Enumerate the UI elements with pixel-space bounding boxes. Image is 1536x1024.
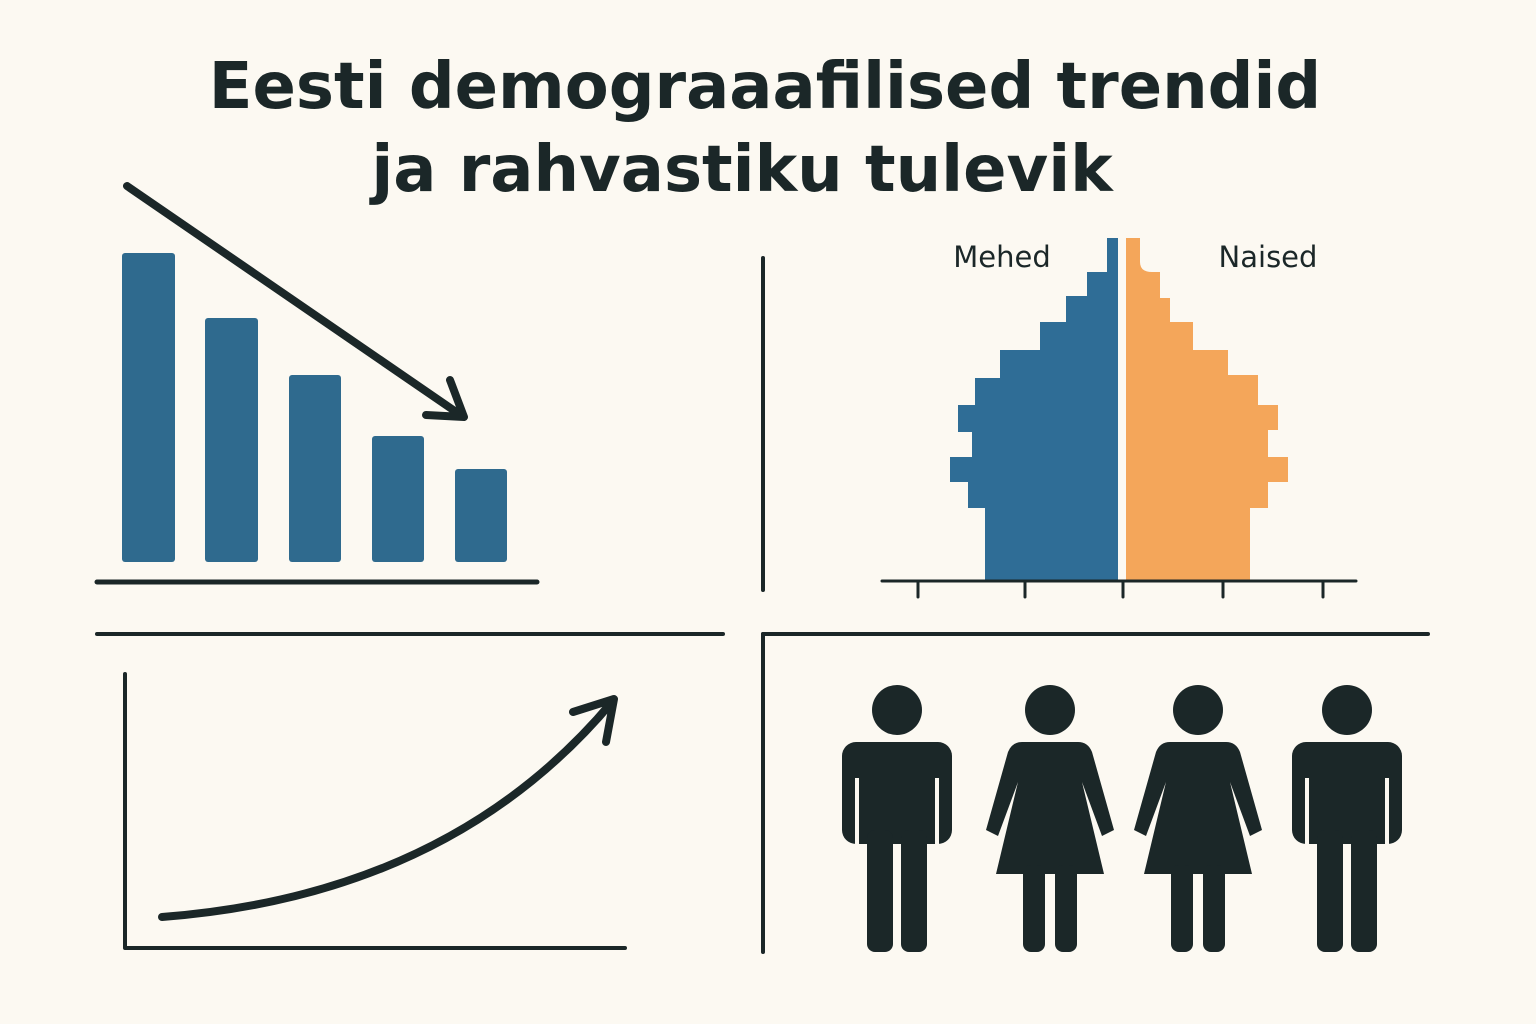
leg [867,830,893,952]
pyramid-left [950,238,1118,580]
title-line-2: ja rahvastiku tulevik [368,133,1114,207]
bar [455,469,507,562]
bar [372,436,424,562]
leg [901,830,927,952]
leg [1055,865,1077,952]
leg [1023,865,1045,952]
head [1173,685,1223,735]
head [1025,685,1075,735]
people [842,685,1402,952]
pyramid-right [1126,238,1288,580]
leg [1171,865,1193,952]
up-arrow [158,695,618,921]
declining-bars [122,253,507,562]
bar [289,375,341,562]
pyramid-right-label: Naised [1219,240,1318,274]
dress [1134,742,1262,874]
title-line-1: Eesti demograaafilised trendid [209,50,1321,124]
pyramid-left-label: Mehed [953,240,1051,274]
head [872,685,922,735]
bar [122,253,175,562]
pyramid-axis [880,579,1358,599]
down-arrow [123,182,468,421]
torso [842,742,952,844]
dress [986,742,1114,874]
curve-axes [123,672,627,950]
leg [1317,830,1343,952]
arm-gap [1305,778,1389,850]
arm-gap [855,778,939,850]
head [1322,685,1372,735]
torso [1292,742,1402,844]
leg [1203,865,1225,952]
bar [205,318,258,562]
leg [1351,830,1377,952]
